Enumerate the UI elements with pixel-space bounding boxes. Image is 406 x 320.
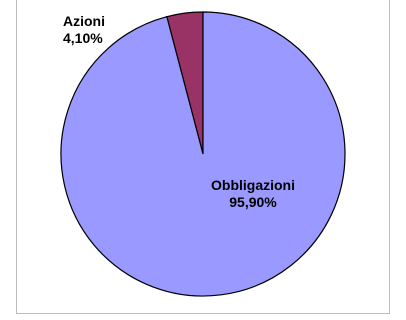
slice-label-obbligazioni-name: Obbligazioni bbox=[211, 177, 295, 193]
slice-label-azioni-value: 4,10% bbox=[63, 30, 103, 46]
slice-label-azioni-name: Azioni bbox=[63, 13, 105, 29]
slice-label-obbligazioni-value: 95,90% bbox=[229, 194, 277, 210]
pie-slice-obbligazioni bbox=[60, 11, 346, 297]
